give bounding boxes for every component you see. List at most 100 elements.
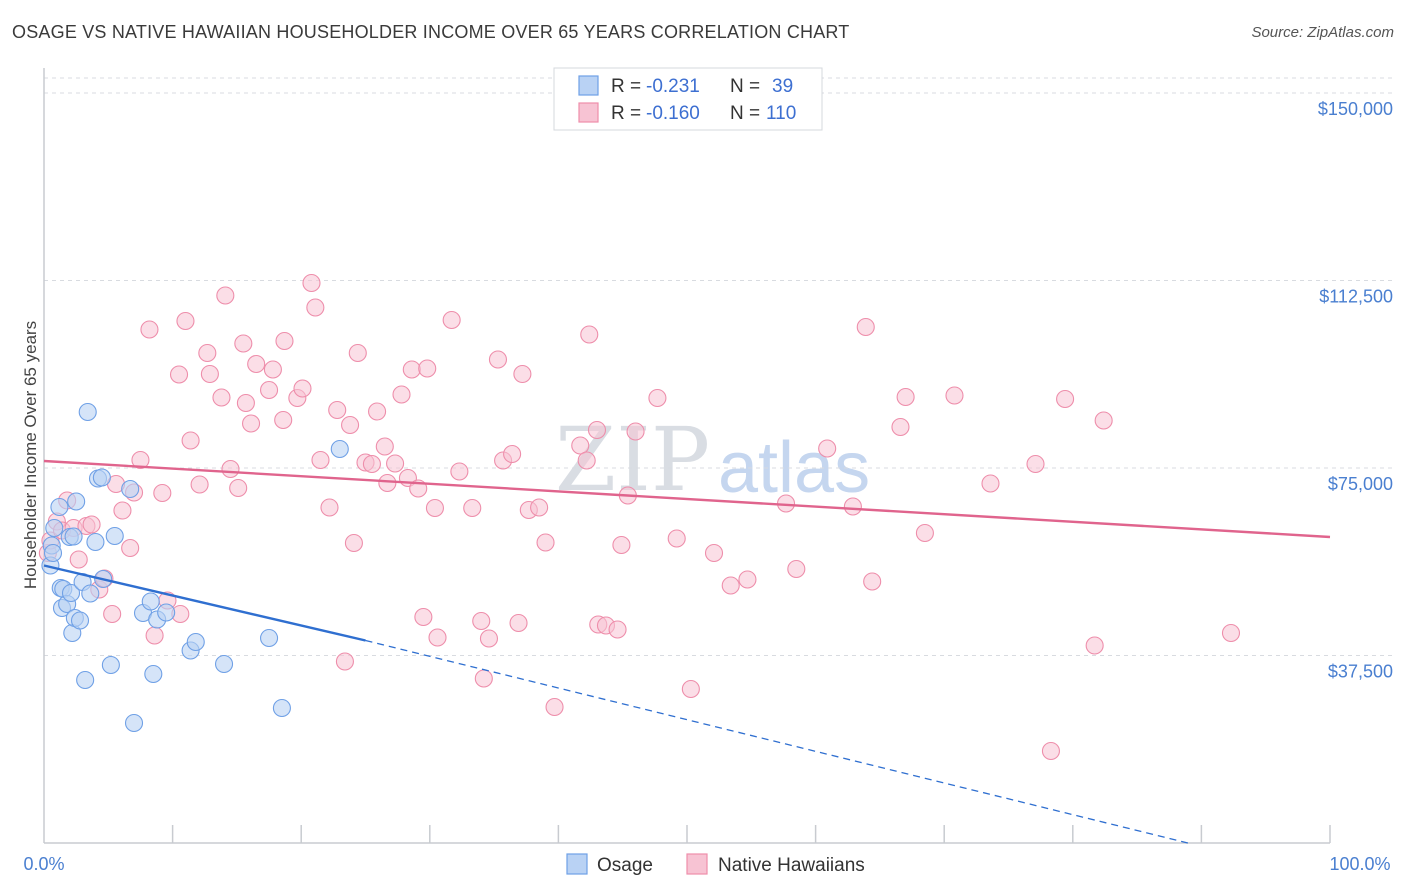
native-hawaiian-point	[536, 533, 555, 552]
native-hawaiian-point	[1056, 389, 1075, 409]
bottom-legend: Osage Native Hawaiians	[566, 853, 865, 876]
native-hawaiian-point	[577, 451, 596, 470]
native-hawaiian-point	[587, 420, 607, 440]
native-hawaiian-point	[856, 317, 875, 337]
native-hawaiian-point	[69, 550, 88, 569]
native-hawaiian-point	[667, 529, 686, 548]
osage-point	[81, 584, 100, 603]
native-hawaiian-point	[414, 607, 433, 627]
native-hawaiian-point	[236, 393, 255, 413]
native-hawaiian-point	[418, 359, 437, 378]
native-hawaiian-point	[221, 459, 240, 479]
native-hawaiian-point	[608, 620, 627, 639]
legend-hawaiian-r-label: R =	[611, 103, 641, 124]
native-hawaiian-point	[200, 364, 219, 384]
series-osage-points	[41, 402, 349, 733]
native-hawaiian-point	[488, 350, 508, 369]
native-hawaiian-point	[190, 475, 209, 494]
osage-point	[330, 439, 349, 459]
osage-point	[45, 518, 64, 538]
osage-point	[124, 713, 144, 733]
native-hawaiian-point	[428, 628, 447, 647]
native-hawaiian-point	[843, 497, 862, 516]
native-hawaiian-trend-line	[43, 459, 1331, 539]
legend-osage-swatch	[578, 75, 599, 96]
bottom-legend-osage-label: Osage	[597, 855, 653, 876]
native-hawaiian-point	[738, 570, 757, 589]
native-hawaiian-point	[612, 535, 631, 555]
osage-point	[259, 628, 279, 648]
osage-point	[186, 632, 205, 652]
legend-hawaiian-n-label: N =	[730, 103, 760, 124]
native-hawaiian-point	[234, 334, 253, 353]
native-hawaiian-point	[503, 444, 522, 464]
legend-box: R = -0.231 N = 39 R = -0.160 N = 110	[553, 67, 823, 131]
native-hawaiian-point	[216, 286, 235, 305]
native-hawaiian-point	[891, 417, 910, 437]
native-hawaiian-point	[212, 388, 231, 407]
native-hawaiian-point	[1026, 454, 1045, 474]
native-hawaiian-point	[1085, 636, 1104, 655]
grid-lines	[44, 77, 1395, 656]
legend-frame	[553, 67, 823, 131]
legend-osage-n-label: N =	[730, 76, 760, 97]
y-tick-label: $150,000	[1318, 99, 1393, 119]
native-hawaiian-point	[103, 604, 122, 624]
native-hawaiian-point	[121, 538, 140, 558]
osage-point	[64, 527, 83, 546]
native-hawaiian-point	[530, 498, 549, 517]
native-hawaiian-point	[368, 402, 387, 421]
trend-lines	[43, 459, 1331, 844]
native-hawaiian-point	[169, 365, 189, 384]
native-hawaiian-point	[1221, 623, 1241, 643]
native-hawaiian-point	[181, 431, 200, 450]
native-hawaiian-point	[626, 422, 645, 441]
native-hawaiian-point	[131, 450, 150, 470]
native-hawaiian-point	[648, 388, 667, 408]
native-hawaiian-point	[896, 387, 915, 407]
native-hawaiian-point	[463, 498, 482, 518]
osage-point	[78, 402, 97, 422]
legend-osage-r-value: -0.231	[646, 76, 700, 97]
osage-point	[43, 543, 63, 563]
native-hawaiian-point	[241, 414, 261, 433]
native-hawaiian-point	[275, 331, 294, 351]
native-hawaiian-point	[320, 498, 339, 517]
osage-point	[76, 670, 95, 690]
osage-point	[86, 532, 105, 552]
native-hawaiian-point	[263, 360, 282, 379]
native-hawaiian-point	[450, 462, 469, 481]
native-hawaiian-point	[302, 273, 321, 293]
native-hawaiian-point	[787, 559, 806, 579]
native-hawaiian-point	[229, 478, 248, 498]
x-tick-label-min: 0.0%	[23, 854, 64, 874]
native-hawaiian-point	[341, 415, 360, 435]
legend-hawaiian-swatch	[578, 102, 599, 123]
native-hawaiian-point	[311, 450, 330, 470]
native-hawaiian-point	[82, 515, 101, 534]
osage-point	[92, 468, 111, 487]
legend-hawaiian-r-value: -0.160	[646, 103, 700, 124]
native-hawaiian-point	[293, 379, 312, 398]
native-hawaiian-point	[425, 498, 444, 518]
native-hawaiian-point	[362, 454, 381, 474]
native-hawaiian-point	[198, 343, 217, 363]
native-hawaiian-point	[945, 386, 964, 405]
native-hawaiian-point	[176, 311, 195, 331]
native-hawaiian-point	[479, 629, 499, 648]
osage-point	[214, 654, 234, 674]
osage-point	[70, 611, 90, 630]
series-native-hawaiians-points	[38, 273, 1241, 761]
native-hawaiian-point	[474, 669, 493, 688]
native-hawaiian-point	[1041, 741, 1060, 761]
legend-osage-r-label: R =	[611, 76, 641, 97]
native-hawaiian-point	[259, 380, 279, 400]
native-hawaiian-point	[348, 343, 367, 363]
osage-trend-line	[43, 564, 366, 642]
native-hawaiian-point	[863, 572, 882, 591]
chart-source: Source: ZipAtlas.com	[1251, 24, 1394, 41]
native-hawaiian-point	[306, 298, 325, 317]
native-hawaiian-point	[145, 626, 164, 645]
legend-osage-n-value: 39	[772, 76, 793, 97]
native-hawaiian-point	[247, 354, 266, 374]
